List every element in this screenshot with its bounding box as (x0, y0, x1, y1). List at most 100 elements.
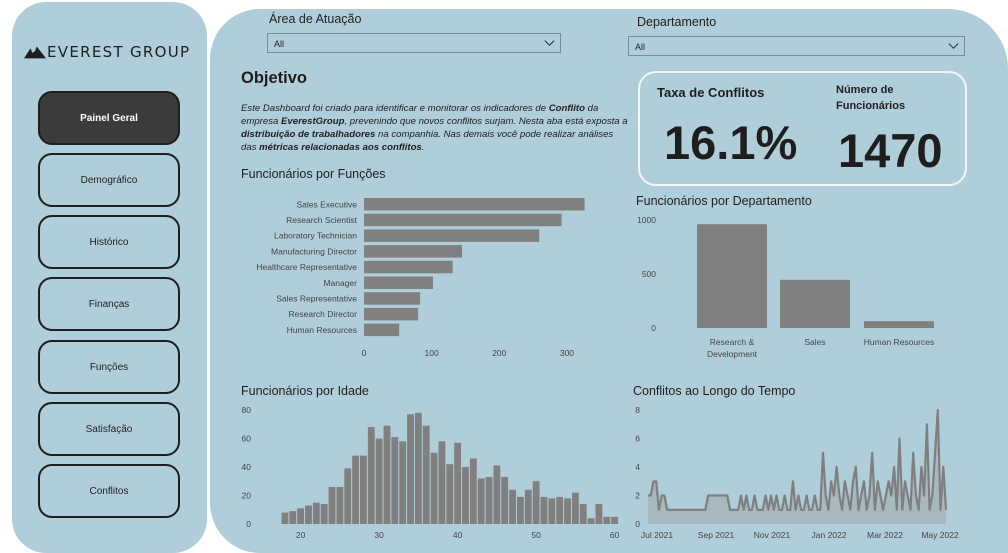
conflicts-x-tick: Mar 2022 (867, 530, 903, 540)
departments-chart-title: Funcionários por Departamento (636, 194, 812, 208)
departments-category-label: Human Resources (864, 337, 934, 347)
roles-bar (364, 213, 562, 227)
objective-emphasis: métricas relacionadas aos conflitos (259, 142, 422, 153)
age-y-tick: 40 (242, 462, 252, 472)
roles-bar (364, 307, 419, 321)
roles-bar (364, 198, 585, 211)
roles-category-label: Manufacturing Director (271, 246, 357, 256)
conflicts-y-tick: 6 (635, 434, 640, 444)
roles-category-label: Laboratory Technician (274, 231, 357, 241)
roles-x-tick: 100 (425, 348, 439, 358)
age-y-tick: 60 (242, 434, 252, 444)
area-filter-value: All (274, 39, 285, 49)
age-bar (312, 502, 320, 524)
conflict-rate-value: 16.1% (664, 116, 798, 169)
roles-category-label: Research Director (289, 309, 358, 319)
roles-category-label: Manager (323, 278, 357, 288)
age-bar (477, 478, 485, 524)
conflicts-chart-title: Conflitos ao Longo do Tempo (633, 384, 796, 398)
age-bar (462, 467, 469, 524)
age-chart-title: Funcionários por Idade (241, 384, 369, 398)
objective-fragment: da empresa (241, 103, 599, 127)
nav-button-conflitos[interactable]: Conflitos (38, 464, 180, 518)
roles-bar (364, 260, 453, 274)
nav-button-financas[interactable]: Finanças (38, 277, 180, 331)
roles-bar (364, 323, 400, 337)
nav-button-funcoes[interactable]: Funções (38, 340, 180, 394)
roles-bar (364, 229, 540, 242)
conflicts-y-tick: 0 (635, 519, 640, 529)
age-bar (611, 516, 619, 524)
roles-bar (364, 276, 433, 289)
age-bar (305, 505, 312, 524)
age-bar (281, 512, 289, 524)
departments-y-tick: 500 (642, 269, 656, 279)
nav-button-satisfacao[interactable]: Satisfação (38, 402, 180, 456)
roles-category-label: Research Scientist (286, 215, 358, 225)
age-bar (407, 414, 414, 524)
age-bar (336, 486, 344, 524)
objective-fragment: Este Dashboard foi criado para identific… (241, 103, 549, 114)
age-bar (524, 489, 532, 524)
conflicts-y-tick: 8 (635, 405, 640, 415)
nav-button-painel-geral[interactable]: Painel Geral (38, 91, 180, 145)
age-x-tick: 20 (296, 530, 306, 540)
conflicts-y-tick: 2 (635, 491, 640, 501)
roles-bar-chart: Sales Executive Research Scientist Laborat… (256, 198, 585, 358)
department-filter-label: Departamento (637, 15, 717, 29)
employee-count-value: 1470 (838, 124, 943, 177)
age-y-tick: 80 (242, 405, 252, 415)
age-x-tick: 60 (610, 530, 620, 540)
mountain-icon (24, 46, 46, 59)
objective-fragment: na companhia. Nas demais você pode reali… (241, 129, 614, 153)
departments-category-label: Development (707, 349, 758, 359)
roles-category-label: Sales Executive (297, 199, 358, 209)
area-filter-label: Área de Atuação (269, 12, 362, 26)
departments-bar (864, 321, 934, 328)
departments-category-label: Research & (710, 337, 755, 347)
conflicts-x-tick: Jan 2022 (812, 530, 847, 540)
age-bar (438, 441, 446, 524)
objective-emphasis: Conflito (548, 103, 585, 114)
age-bar (469, 458, 477, 524)
conflicts-x-tick: Sep 2021 (698, 530, 735, 540)
conflicts-x-tick: Jul 2021 (641, 530, 673, 540)
age-bar (360, 455, 367, 524)
age-bar (320, 504, 328, 524)
age-bar (579, 504, 587, 524)
objective-fragment: . (421, 142, 425, 153)
departments-bar (697, 224, 767, 328)
age-bar (391, 437, 399, 524)
age-bar (540, 496, 548, 524)
objective-emphasis: distribuição de trabalhadores (241, 129, 376, 140)
roles-x-tick: 0 (362, 348, 367, 358)
age-bar (532, 481, 540, 524)
age-bar (328, 486, 336, 524)
employee-count-label-line1: Número de (836, 84, 894, 96)
main-panel (210, 9, 1008, 553)
department-filter-dropdown[interactable]: All (628, 36, 965, 56)
age-bar (430, 452, 438, 524)
roles-chart-title: Funcionários por Funções (241, 167, 386, 181)
age-bar (375, 438, 383, 524)
departments-bar-chart: 0 500 1000 Research & Development Sales Human … (637, 215, 934, 359)
employee-count-label: Número de Funcionários (836, 82, 905, 114)
age-bar (289, 511, 297, 524)
departments-y-tick: 0 (651, 323, 656, 333)
area-filter-dropdown[interactable]: All (267, 33, 561, 53)
roles-bar (364, 245, 463, 258)
nav-button-historico[interactable]: Histórico (38, 215, 180, 269)
department-filter-value: All (635, 42, 646, 52)
employee-count-label-line2: Funcionários (836, 100, 906, 112)
age-bar (587, 518, 595, 524)
brand-logo: EVEREST GROUP (24, 42, 202, 62)
departments-category-label: Sales (804, 337, 825, 347)
age-x-tick: 30 (374, 530, 384, 540)
roles-category-label: Sales Representative (276, 293, 357, 303)
age-bar (414, 412, 422, 524)
age-bar (399, 441, 407, 524)
age-bar (493, 465, 501, 524)
departments-bar (780, 279, 850, 328)
nav-button-demografico[interactable]: Demográfico (38, 153, 180, 207)
conflicts-area-chart: 0 2 4 6 8 Jul 2021 Sep 2021 Nov 2021 Jan 2022 Mar… (635, 405, 959, 540)
